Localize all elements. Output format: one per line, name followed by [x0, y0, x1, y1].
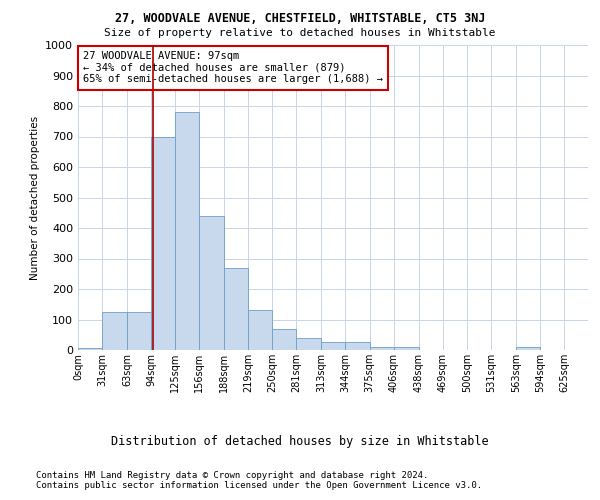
Bar — [175, 112, 199, 350]
Bar — [151, 136, 175, 350]
Bar — [370, 347, 394, 350]
Bar — [224, 268, 248, 350]
Bar — [127, 312, 151, 350]
Text: Distribution of detached houses by size in Whitstable: Distribution of detached houses by size … — [111, 435, 489, 448]
Bar — [296, 338, 322, 350]
Text: 27 WOODVALE AVENUE: 97sqm
← 34% of detached houses are smaller (879)
65% of semi: 27 WOODVALE AVENUE: 97sqm ← 34% of detac… — [83, 51, 383, 84]
Text: Size of property relative to detached houses in Whitstable: Size of property relative to detached ho… — [104, 28, 496, 38]
Bar — [199, 216, 224, 350]
Bar — [394, 347, 419, 350]
Bar — [515, 347, 540, 350]
Bar — [346, 342, 370, 350]
Y-axis label: Number of detached properties: Number of detached properties — [29, 116, 40, 280]
Bar — [322, 342, 346, 350]
Bar — [248, 310, 272, 350]
Bar — [272, 328, 296, 350]
Text: Contains public sector information licensed under the Open Government Licence v3: Contains public sector information licen… — [36, 481, 482, 490]
Text: 27, WOODVALE AVENUE, CHESTFIELD, WHITSTABLE, CT5 3NJ: 27, WOODVALE AVENUE, CHESTFIELD, WHITSTA… — [115, 12, 485, 26]
Bar — [102, 312, 127, 350]
Bar — [78, 348, 102, 350]
Text: Contains HM Land Registry data © Crown copyright and database right 2024.: Contains HM Land Registry data © Crown c… — [36, 471, 428, 480]
